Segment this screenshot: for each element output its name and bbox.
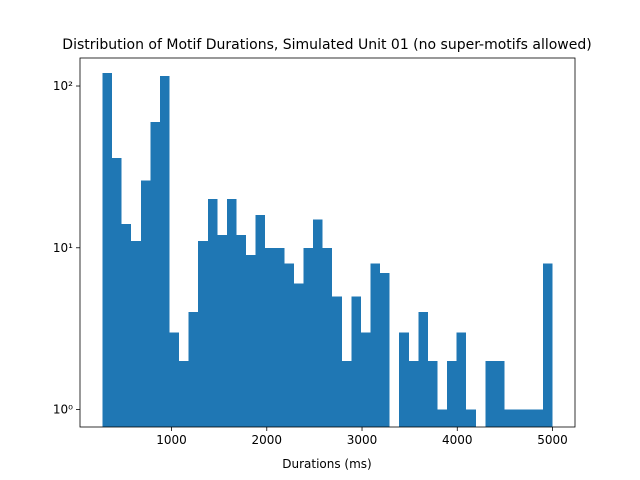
bar <box>447 360 457 427</box>
bar <box>217 234 227 427</box>
bar <box>265 247 275 427</box>
bar <box>255 214 266 427</box>
plot-frame <box>79 57 576 428</box>
bar <box>159 76 170 427</box>
bar <box>207 199 218 427</box>
chart-title: Distribution of Motif Durations, Simulat… <box>62 37 591 53</box>
y-tick-label: 10² <box>53 79 73 93</box>
bar <box>198 241 208 427</box>
bar <box>523 409 534 427</box>
bar <box>399 332 409 427</box>
bar <box>437 409 448 427</box>
bar <box>542 263 553 427</box>
bar <box>466 409 476 427</box>
bar <box>313 219 323 427</box>
x-axis-label: Durations (ms) <box>282 457 372 471</box>
bar <box>102 73 113 427</box>
y-tick-label: 10¹ <box>53 241 73 255</box>
bar <box>360 332 371 427</box>
bar <box>246 255 256 427</box>
bar <box>274 247 285 427</box>
bar <box>514 409 524 427</box>
bar <box>140 180 151 427</box>
x-tick-label: 1000 <box>156 433 187 447</box>
bar <box>284 263 294 427</box>
y-tick-label: 10⁰ <box>53 403 73 417</box>
bar <box>121 224 132 427</box>
x-tick-label: 2000 <box>252 433 283 447</box>
bar <box>293 283 304 427</box>
bar <box>188 312 199 427</box>
x-tick-label: 5000 <box>537 433 568 447</box>
bar <box>131 241 141 427</box>
x-tick-label: 3000 <box>347 433 378 447</box>
bar <box>418 312 428 427</box>
bar <box>303 247 314 427</box>
bar <box>427 360 438 427</box>
bar <box>380 272 390 427</box>
bar <box>504 409 515 427</box>
bar <box>456 332 467 427</box>
bar <box>112 157 122 428</box>
bar <box>236 234 247 427</box>
bar <box>341 360 352 427</box>
bar <box>408 360 419 427</box>
bar <box>332 296 342 427</box>
bar <box>150 121 160 427</box>
x-tick-label: 4000 <box>442 433 473 447</box>
bar <box>351 296 361 427</box>
bar <box>179 360 189 427</box>
bar <box>494 360 505 427</box>
bar <box>485 360 495 427</box>
bar <box>533 409 543 427</box>
bar <box>226 199 237 427</box>
bar <box>370 263 381 427</box>
bar <box>169 332 180 427</box>
bar <box>322 247 333 427</box>
